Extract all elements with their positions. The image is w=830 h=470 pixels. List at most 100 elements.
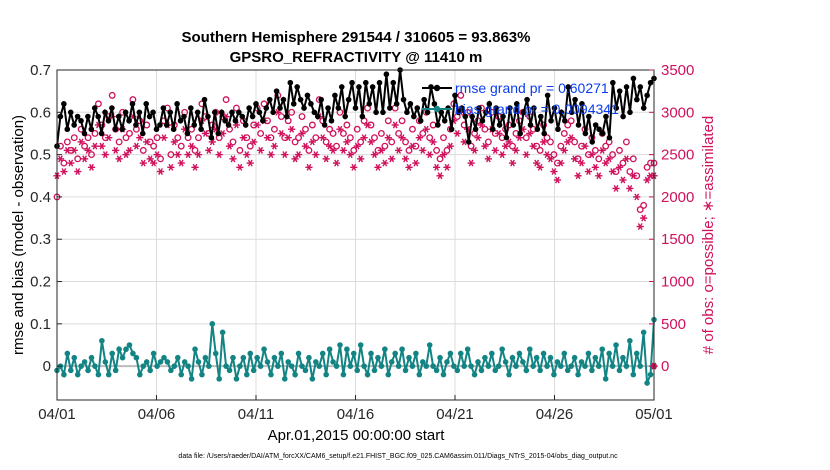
assimilated-point	[146, 155, 154, 163]
assimilated-point	[446, 142, 454, 150]
series-bias-point	[323, 371, 329, 378]
chart-title-line2: GPSRO_REFRACTIVITY @ 11410 m	[230, 49, 483, 66]
y-left-tick-label: 0.1	[30, 316, 51, 333]
series-rmse-point	[139, 130, 146, 137]
assimilated-point	[156, 168, 165, 176]
possible-point	[398, 117, 406, 125]
series-bias	[54, 316, 657, 386]
series-bias-point	[185, 363, 191, 369]
series-bias-point	[295, 350, 302, 357]
y-right-tick-label: 2500	[661, 147, 694, 164]
series-bias-point	[313, 359, 319, 365]
series-rmse-point	[520, 109, 527, 116]
series-bias-point	[268, 371, 274, 378]
series-rmse-point	[184, 130, 191, 137]
possible-point	[436, 155, 444, 163]
series-bias-point	[475, 359, 481, 365]
assimilated-point	[553, 176, 561, 184]
series-bias-point	[116, 346, 122, 353]
series-rmse-point	[287, 79, 294, 86]
series-rmse-point	[277, 105, 283, 111]
series-bias-point	[188, 376, 195, 382]
possible-point	[63, 138, 71, 146]
series-bias-point	[506, 371, 512, 378]
possible-point	[567, 117, 575, 125]
possible-point	[619, 159, 627, 167]
assimilated-point	[491, 146, 499, 154]
x-tick-label: 04/11	[238, 406, 274, 423]
series-rmse-point	[126, 117, 132, 124]
series-bias-point	[292, 371, 298, 378]
assimilated-point	[353, 142, 361, 150]
series-bias-point	[137, 371, 143, 378]
possible-point	[339, 130, 347, 137]
y-right-tick-label: 0	[661, 358, 669, 375]
series-rmse-point	[527, 122, 534, 128]
series-bias-point	[564, 367, 571, 374]
series-rmse-point	[301, 105, 307, 111]
assimilated-point	[177, 159, 185, 167]
series-rmse-point	[95, 113, 101, 120]
series-rmse-point	[421, 96, 427, 103]
series-bias-point	[416, 371, 423, 378]
assimilated-point	[184, 151, 192, 159]
series-bias-point	[540, 350, 547, 357]
series-bias-point	[306, 354, 312, 361]
assimilated-point	[143, 138, 151, 146]
assimilated-point	[167, 163, 175, 171]
possible-point	[381, 142, 389, 150]
possible-point	[343, 121, 351, 129]
series-bias-point	[468, 363, 474, 369]
assimilated-point	[526, 129, 534, 137]
series-rmse-point	[513, 101, 520, 107]
plot-area	[53, 67, 658, 401]
chart-title-line1: Southern Hemisphere 291544 / 310605 = 93…	[182, 29, 531, 46]
possible-point	[329, 130, 337, 137]
series-bias-point	[326, 346, 333, 353]
series-bias-point	[216, 376, 222, 382]
series-rmse-point	[325, 105, 331, 111]
series-bias-point	[354, 367, 361, 374]
series-rmse-point	[194, 109, 201, 116]
series-rmse-point	[308, 101, 314, 107]
series-rmse-point	[438, 109, 445, 116]
series-rmse-point	[390, 79, 397, 86]
assimilated-point	[267, 151, 275, 159]
x-axis-label: Apr.01,2015 00:00:00 start	[268, 427, 446, 444]
possible-point	[74, 155, 82, 163]
series-bias-point	[164, 359, 171, 365]
series-rmse-point	[85, 113, 91, 120]
assimilated-point	[105, 134, 113, 142]
series-bias-point	[226, 367, 233, 374]
series-rmse-point	[568, 109, 575, 116]
assimilated-point	[308, 138, 316, 146]
series-rmse-point	[102, 109, 108, 116]
assimilated-point	[581, 142, 589, 150]
assimilated-point	[412, 159, 420, 167]
series-bias-point	[92, 363, 98, 369]
series-rmse-point	[242, 122, 249, 128]
series-rmse-point	[489, 126, 496, 133]
y-left-tick-label: 0.3	[30, 231, 51, 248]
series-rmse-point	[479, 117, 486, 124]
assimilated-point	[419, 146, 427, 154]
possible-point	[126, 130, 133, 137]
series-rmse-point	[376, 79, 383, 86]
series-bias-point	[285, 359, 292, 365]
possible-point	[405, 146, 413, 154]
series-bias-point	[357, 342, 364, 348]
series-rmse-point	[599, 130, 606, 137]
assimilated-point	[329, 146, 337, 154]
possible-point	[560, 130, 568, 137]
possible-point	[626, 168, 634, 175]
possible-point	[60, 159, 68, 167]
series-bias-point	[382, 346, 388, 353]
assimilated-point	[84, 146, 92, 154]
possible-point	[195, 134, 202, 142]
series-rmse-point	[105, 117, 112, 124]
assimilated-point	[132, 142, 140, 150]
assimilated-point	[429, 138, 437, 146]
series-rmse-point	[589, 139, 596, 145]
assimilated-point	[67, 159, 75, 167]
assimilated-point	[360, 134, 368, 142]
